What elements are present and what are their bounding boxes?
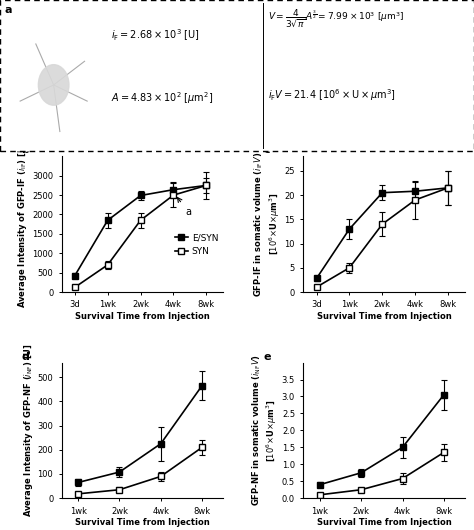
- X-axis label: Survival Time from Injection: Survival Time from Injection: [317, 312, 451, 321]
- Text: $i_{\rm F}V=21.4\ [10^{6}\times\mathrm{U}\times\mu\mathrm{m}^{3}]$: $i_{\rm F}V=21.4\ [10^{6}\times\mathrm{U…: [268, 87, 396, 103]
- Y-axis label: GFP-NF in somatic volume ($i_{\rm NF}V$)
[$10^{6}$$\times$U$\times$$\mu$m$^{3}$]: GFP-NF in somatic volume ($i_{\rm NF}V$)…: [250, 355, 279, 506]
- Ellipse shape: [38, 65, 69, 105]
- Text: $A=4.83\times10^{2}$ [$\mu$m$^{2}$]: $A=4.83\times10^{2}$ [$\mu$m$^{2}$]: [111, 91, 213, 107]
- X-axis label: Survival Time from Injection: Survival Time from Injection: [317, 518, 451, 527]
- Text: a: a: [5, 5, 12, 14]
- Text: c: c: [263, 146, 270, 155]
- X-axis label: Survival Time from Injection: Survival Time from Injection: [75, 518, 210, 527]
- Text: d: d: [21, 352, 29, 361]
- Text: $V=\dfrac{4}{3\sqrt{\pi}}A^{\frac{3}{2}}=7.99\times10^{3}\ [\mu\mathrm{m}^{3}]$: $V=\dfrac{4}{3\sqrt{\pi}}A^{\frac{3}{2}}…: [268, 7, 404, 29]
- Text: $i_{\rm F}=2.68\times10^{3}$ [U]: $i_{\rm F}=2.68\times10^{3}$ [U]: [111, 27, 200, 43]
- Text: e: e: [263, 352, 271, 361]
- Y-axis label: Average Intensity of GFP-IF ($i_{\rm IF}$) [U]: Average Intensity of GFP-IF ($i_{\rm IF}…: [17, 140, 29, 308]
- Legend: E/SYN, SYN: E/SYN, SYN: [174, 233, 218, 256]
- Text: a: a: [177, 198, 191, 217]
- Y-axis label: Average Intensity of GFP-NF ($i_{\rm NF}$) [U]: Average Intensity of GFP-NF ($i_{\rm NF}…: [22, 343, 35, 517]
- X-axis label: Survival Time from Injection: Survival Time from Injection: [75, 312, 210, 321]
- Y-axis label: GFP-IF in somatic volume ($i_{\rm IF}V$)
[$10^{6}$$\times$U$\times$$\mu$m$^{3}$]: GFP-IF in somatic volume ($i_{\rm IF}V$)…: [253, 152, 282, 297]
- Text: b: b: [21, 146, 29, 155]
